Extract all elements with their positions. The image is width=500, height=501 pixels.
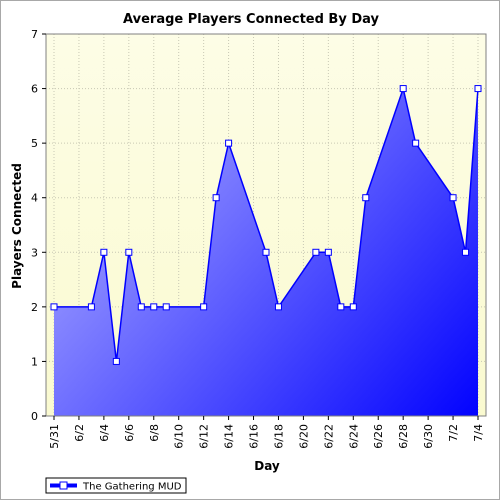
y-tick-label: 7 bbox=[31, 28, 38, 41]
plot-border bbox=[45, 33, 487, 417]
legend: The Gathering MUD bbox=[45, 477, 187, 494]
x-tick-label: 6/20 bbox=[297, 424, 310, 449]
data-point-marker bbox=[312, 248, 320, 256]
x-tick-label: 5/31 bbox=[48, 424, 61, 449]
legend-box bbox=[45, 477, 187, 494]
data-point-marker bbox=[225, 139, 233, 147]
x-tick-label: 6/2 bbox=[73, 424, 86, 442]
data-point-marker bbox=[50, 303, 58, 311]
x-tick-label: 6/18 bbox=[272, 424, 285, 449]
x-tick-label: 6/6 bbox=[123, 424, 136, 442]
data-point-marker bbox=[150, 303, 158, 311]
x-axis-ticks: 5/31 6/2 6/4 6/6 6/8 6/10 6/12 6/14 6/16 6/18 6/20… bbox=[48, 416, 485, 449]
data-point-marker bbox=[162, 303, 170, 311]
data-point-marker bbox=[362, 194, 370, 202]
y-tick-label: 0 bbox=[31, 410, 38, 423]
y-axis-ticks: 0 1 2 3 4 5 6 7 bbox=[31, 28, 46, 423]
legend-label: The Gathering MUD bbox=[82, 482, 182, 493]
data-point-marker bbox=[274, 303, 282, 311]
x-tick-label: 7/4 bbox=[472, 424, 485, 442]
data-point-marker bbox=[474, 85, 482, 93]
x-tick-label: 6/10 bbox=[173, 424, 186, 449]
y-tick-label: 2 bbox=[31, 301, 38, 314]
y-tick-label: 6 bbox=[31, 83, 38, 96]
chart-title: Average Players Connected By Day bbox=[123, 12, 379, 27]
x-tick-label: 6/4 bbox=[98, 424, 111, 442]
y-tick-label: 3 bbox=[31, 246, 38, 259]
y-tick-label: 4 bbox=[31, 192, 38, 205]
data-point-marker bbox=[449, 194, 457, 202]
data-point-marker bbox=[399, 85, 407, 93]
x-tick-label: 6/28 bbox=[397, 424, 410, 449]
x-tick-label: 6/30 bbox=[422, 424, 435, 449]
series-markers bbox=[50, 85, 482, 365]
data-point-marker bbox=[212, 194, 220, 202]
data-point-marker bbox=[200, 303, 208, 311]
data-point-marker bbox=[112, 357, 120, 365]
data-point-marker bbox=[324, 248, 332, 256]
x-axis-label: Day bbox=[254, 459, 280, 473]
data-point-marker bbox=[125, 248, 133, 256]
series-area bbox=[54, 88, 478, 416]
data-point-marker bbox=[137, 303, 145, 311]
y-tick-label: 1 bbox=[31, 355, 38, 368]
data-point-marker bbox=[337, 303, 345, 311]
x-tick-label: 6/14 bbox=[223, 424, 236, 449]
x-tick-label: 6/12 bbox=[198, 424, 211, 449]
y-axis-label: Players Connected bbox=[10, 163, 24, 289]
data-point-marker bbox=[412, 139, 420, 147]
data-point-marker bbox=[462, 248, 470, 256]
x-tick-label: 6/22 bbox=[322, 424, 335, 449]
x-tick-label: 6/26 bbox=[372, 424, 385, 449]
legend-marker-swatch bbox=[59, 481, 68, 490]
y-tick-label: 5 bbox=[31, 137, 38, 150]
x-tick-label: 6/24 bbox=[347, 424, 360, 449]
x-tick-label: 7/2 bbox=[447, 424, 460, 442]
data-point-marker bbox=[349, 303, 357, 311]
data-point-marker bbox=[262, 248, 270, 256]
data-point-marker bbox=[87, 303, 95, 311]
x-tick-label: 6/16 bbox=[248, 424, 261, 449]
x-tick-label: 6/8 bbox=[148, 424, 161, 442]
data-point-marker bbox=[100, 248, 108, 256]
